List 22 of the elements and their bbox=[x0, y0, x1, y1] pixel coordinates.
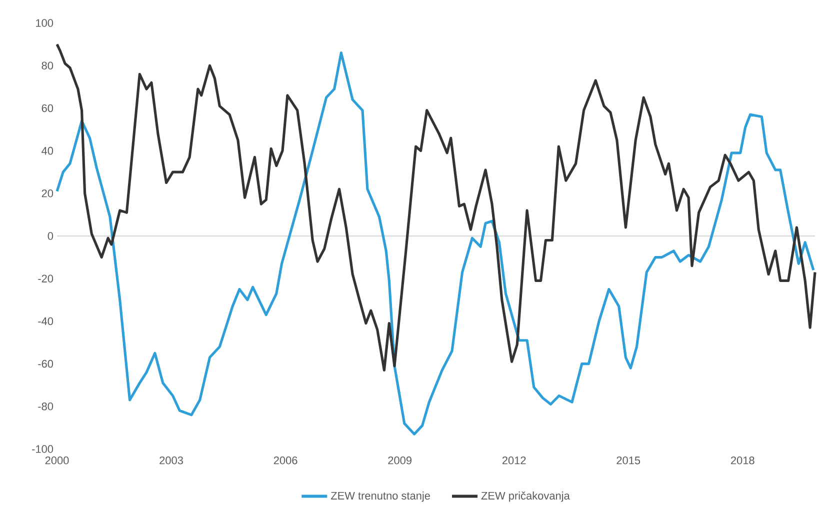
y-tick-label: -80 bbox=[38, 402, 54, 410]
x-tick-label: 2018 bbox=[730, 456, 754, 464]
y-tick-label: -40 bbox=[38, 317, 54, 326]
y-tick-label: -60 bbox=[38, 360, 54, 368]
y-tick-label: 20 bbox=[42, 190, 54, 198]
x-tick-label: 2006 bbox=[274, 456, 298, 464]
x-tick-label: 2012 bbox=[502, 456, 526, 464]
y-tick-label: 100 bbox=[36, 19, 54, 27]
legend-label: ZEW pričakovanja bbox=[481, 492, 570, 502]
y-tick-label: 80 bbox=[42, 62, 54, 70]
y-tick-label: -20 bbox=[38, 274, 54, 282]
y-tick-label: 0 bbox=[48, 232, 54, 240]
line-series bbox=[56, 52, 815, 436]
x-tick-label: 2003 bbox=[160, 456, 183, 464]
legend-label: ZEW trenutno stanje bbox=[330, 492, 430, 502]
y-tick-label: 60 bbox=[42, 104, 54, 112]
x-tick-label: 2009 bbox=[388, 456, 412, 464]
y-tick-label: -100 bbox=[32, 445, 54, 453]
x-tick-label: 2015 bbox=[616, 456, 640, 464]
line-series bbox=[56, 43, 816, 372]
x-tick-label: 2000 bbox=[45, 456, 69, 464]
y-tick-label: 40 bbox=[42, 146, 54, 155]
